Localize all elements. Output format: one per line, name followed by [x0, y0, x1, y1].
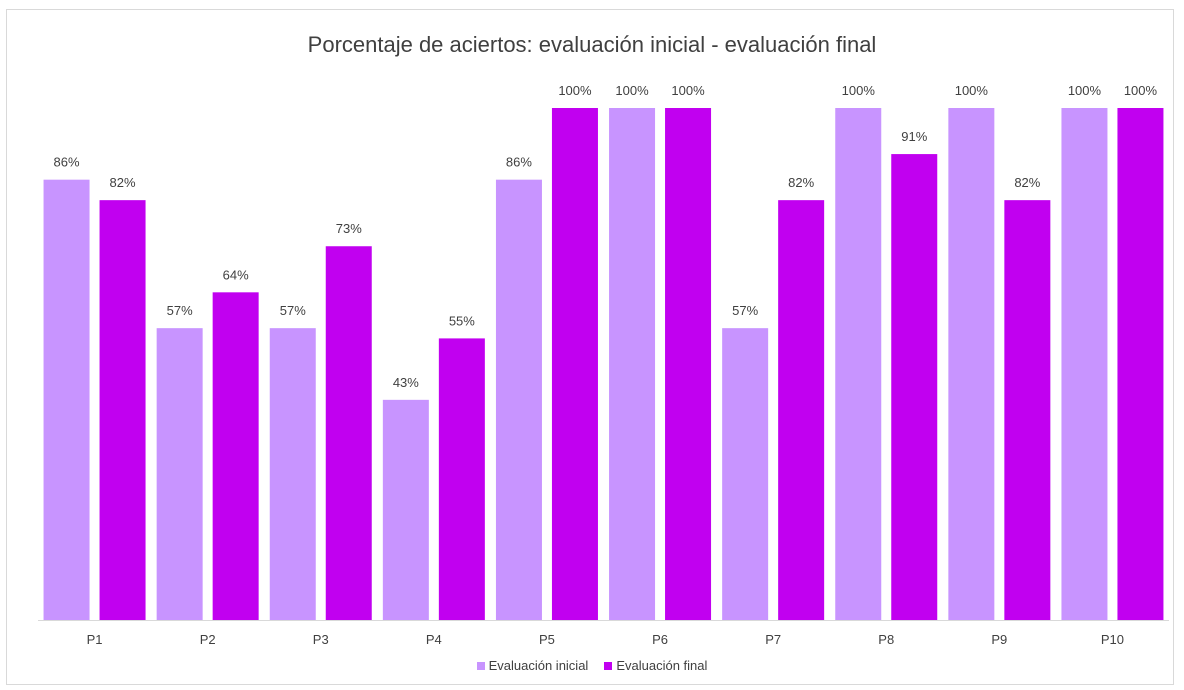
- x-tick-label-p6: P6: [652, 632, 668, 647]
- data-label-inicial-p2: 57%: [167, 303, 193, 318]
- legend: Evaluación inicial Evaluación final: [0, 658, 1184, 673]
- legend-label-final: Evaluación final: [616, 658, 708, 673]
- data-label-final-p1: 82%: [110, 175, 136, 190]
- chart-title: Porcentaje de aciertos: evaluación inici…: [307, 32, 877, 57]
- data-label-final-p7: 82%: [788, 175, 814, 190]
- bar-final-p9: [1004, 200, 1051, 620]
- data-label-inicial-p5: 86%: [506, 155, 532, 170]
- x-tick-label-p7: P7: [765, 632, 781, 647]
- bar-final-p1: [99, 200, 146, 620]
- data-label-final-p4: 55%: [449, 313, 475, 328]
- legend-swatch-inicial: [476, 661, 485, 670]
- bar-final-p2: [212, 292, 259, 620]
- bar-inicial-p9: [948, 108, 995, 620]
- x-tick-label-p4: P4: [426, 632, 442, 647]
- bar-final-p3: [325, 246, 372, 621]
- bar-final-p4: [438, 338, 485, 620]
- x-tick-label-p3: P3: [313, 632, 329, 647]
- bar-inicial-p2: [156, 328, 203, 620]
- data-label-final-p8: 91%: [901, 129, 927, 144]
- legend-swatch-final: [604, 661, 613, 670]
- data-label-inicial-p6: 100%: [615, 83, 649, 98]
- legend-item-final: Evaluación final: [604, 658, 707, 673]
- legend-item-inicial: Evaluación inicial: [476, 658, 589, 673]
- data-label-inicial-p7: 57%: [732, 303, 758, 318]
- bar-inicial-p6: [609, 108, 656, 620]
- x-tick-label-p2: P2: [200, 632, 216, 647]
- data-label-final-p6: 100%: [671, 83, 705, 98]
- bar-inicial-p8: [835, 108, 882, 620]
- x-tick-label-p10: P10: [1101, 632, 1124, 647]
- x-tick-label-p1: P1: [87, 632, 103, 647]
- data-label-final-p3: 73%: [336, 221, 362, 236]
- x-tick-label-p9: P9: [991, 632, 1007, 647]
- bar-inicial-p3: [269, 328, 316, 620]
- bar-final-p10: [1117, 108, 1164, 620]
- legend-label-inicial: Evaluación inicial: [488, 658, 589, 673]
- bar-final-p6: [665, 108, 712, 620]
- bar-inicial-p7: [722, 328, 769, 620]
- data-label-final-p9: 82%: [1014, 175, 1040, 190]
- data-label-final-p5: 100%: [558, 83, 592, 98]
- bar-final-p5: [551, 108, 598, 620]
- bar-inicial-p5: [495, 179, 542, 620]
- data-label-final-p2: 64%: [223, 267, 249, 282]
- bar-inicial-p10: [1061, 108, 1108, 620]
- data-label-inicial-p8: 100%: [842, 83, 876, 98]
- data-label-inicial-p10: 100%: [1068, 83, 1102, 98]
- x-tick-label-p5: P5: [539, 632, 555, 647]
- bar-final-p8: [891, 154, 938, 620]
- bar-final-p7: [778, 200, 825, 620]
- bar-inicial-p1: [43, 179, 90, 620]
- bar-inicial-p4: [382, 399, 429, 620]
- x-tick-label-p8: P8: [878, 632, 894, 647]
- data-label-inicial-p4: 43%: [393, 375, 419, 390]
- data-label-final-p10: 100%: [1124, 83, 1158, 98]
- data-label-inicial-p1: 86%: [54, 155, 80, 170]
- data-label-inicial-p9: 100%: [955, 83, 989, 98]
- data-label-inicial-p3: 57%: [280, 303, 306, 318]
